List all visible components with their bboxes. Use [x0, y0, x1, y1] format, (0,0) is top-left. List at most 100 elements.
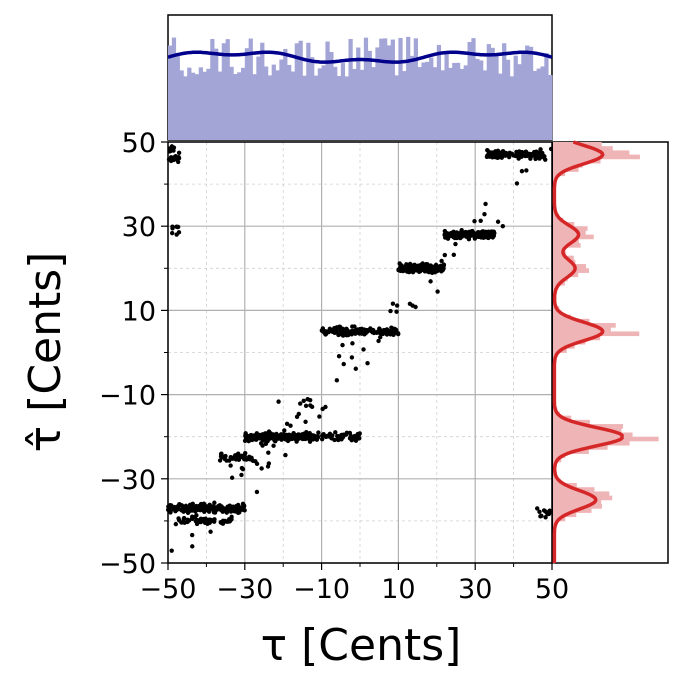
right-hist-bar — [553, 251, 567, 257]
data-point — [384, 330, 390, 336]
scatter-points — [165, 144, 554, 553]
data-point — [247, 455, 253, 461]
data-point — [228, 463, 233, 468]
data-point — [390, 301, 396, 306]
data-point — [201, 501, 207, 506]
data-point — [422, 266, 427, 271]
right-hist-bar — [553, 314, 572, 320]
data-point — [543, 157, 548, 162]
data-point — [212, 500, 217, 505]
data-point — [243, 432, 248, 438]
data-point — [210, 517, 216, 523]
right-hist-bar — [553, 339, 586, 345]
data-point — [186, 509, 192, 514]
top-hist-bar — [479, 60, 484, 140]
right-hist-bar — [553, 217, 564, 223]
data-point — [547, 508, 552, 513]
top-hist-bar — [402, 71, 407, 140]
x-tick-label: −50 — [140, 574, 197, 605]
right-hist-bar — [553, 272, 579, 278]
data-point — [483, 229, 488, 235]
data-point — [223, 507, 228, 512]
data-point — [285, 434, 290, 439]
data-point — [183, 506, 188, 512]
data-point — [380, 328, 385, 334]
data-point — [428, 279, 433, 284]
y-tick-label: 50 — [122, 128, 156, 159]
data-point — [451, 252, 456, 258]
data-point — [224, 458, 229, 463]
right-hist-bar — [553, 150, 630, 156]
data-point — [324, 434, 329, 439]
data-point — [483, 201, 488, 207]
data-point — [515, 152, 521, 158]
top-hist-bar — [448, 67, 453, 140]
top-hist-bar — [302, 75, 307, 140]
top-hist-bar — [363, 37, 369, 140]
top-hist-bar — [264, 66, 269, 140]
top-hist-bar — [390, 39, 395, 140]
top-hist-bar — [398, 38, 403, 141]
data-point — [239, 465, 245, 471]
top-hist-bar — [187, 67, 192, 140]
data-point — [301, 398, 306, 404]
top-hist-bar — [321, 65, 326, 140]
data-point — [376, 338, 381, 344]
data-point — [336, 434, 341, 439]
top-hist-bar — [310, 57, 315, 140]
data-point — [312, 433, 317, 439]
data-point — [303, 403, 309, 408]
top-hist-bar — [432, 67, 438, 140]
right-hist-bar — [553, 491, 610, 497]
top-hist-bar — [505, 59, 511, 140]
right-hist-bar — [553, 495, 613, 501]
top-hist-bar — [425, 61, 430, 140]
data-point — [452, 235, 457, 241]
data-point — [353, 366, 358, 371]
right-hist-bar — [553, 335, 601, 341]
right-hist-bar — [553, 276, 568, 282]
y-axis-label: τ̂ [Cents] — [20, 252, 71, 453]
data-point — [189, 532, 195, 538]
top-hist-bar — [536, 68, 541, 140]
right-hist-bar — [553, 436, 659, 442]
right-marginal-histogram — [552, 140, 669, 564]
top-hist-bar — [498, 73, 503, 140]
top-hist-bar — [486, 44, 491, 140]
data-point — [299, 433, 305, 439]
data-point — [316, 430, 321, 435]
top-hist-bar — [532, 70, 538, 140]
data-point — [230, 505, 235, 510]
data-point — [276, 399, 281, 404]
data-point — [493, 151, 499, 156]
data-point — [192, 514, 198, 520]
data-point — [254, 431, 260, 436]
top-hist-bar — [214, 48, 219, 141]
x-axis-label: τ [Cents] — [261, 620, 462, 671]
top-hist-bar — [521, 52, 526, 140]
top-hist-bar — [271, 64, 276, 140]
y-tick-label: −10 — [99, 381, 156, 412]
data-point — [442, 252, 448, 258]
data-point — [499, 150, 505, 155]
data-point — [242, 454, 248, 460]
top-hist-bar — [444, 51, 449, 140]
top-hist-bar — [406, 36, 411, 141]
top-marginal-histogram — [167, 14, 553, 141]
data-point — [472, 218, 477, 224]
data-point — [482, 211, 487, 217]
top-hist-bar — [233, 73, 238, 140]
data-point — [389, 325, 394, 330]
top-kde-curve — [167, 50, 553, 64]
data-point — [481, 235, 486, 240]
top-hist-bar — [356, 47, 361, 140]
top-hist-bar — [229, 66, 234, 140]
data-point — [538, 514, 543, 519]
data-point — [349, 332, 354, 337]
data-point — [304, 430, 309, 435]
top-hist-bar — [383, 38, 388, 141]
data-point — [319, 436, 325, 442]
top-hist-bar — [244, 48, 250, 140]
data-point — [294, 414, 300, 420]
data-point — [260, 435, 266, 440]
